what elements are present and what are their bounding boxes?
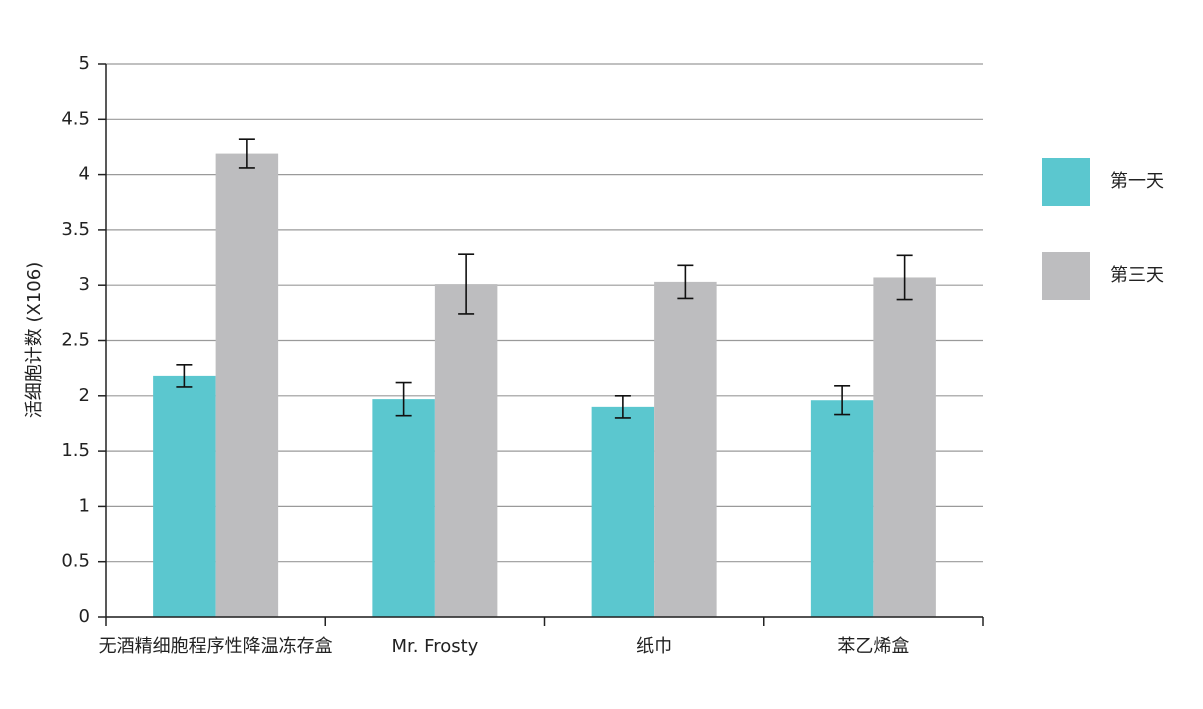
- y-tick-label: 3.5: [61, 219, 90, 240]
- bar: [215, 153, 279, 617]
- bar: [810, 400, 874, 617]
- bar: [654, 281, 717, 617]
- y-tick-label: 1.5: [61, 440, 90, 461]
- y-axis-label: 活细胞计数 (X106): [24, 262, 45, 418]
- y-tick-label: 4.5: [61, 108, 90, 129]
- x-tick-label: 纸巾: [636, 636, 672, 657]
- bar: [372, 399, 435, 617]
- legend-label: 第三天: [1110, 265, 1164, 286]
- legend-swatch: [1042, 158, 1090, 206]
- y-tick-label: 0.5: [61, 551, 90, 572]
- y-tick-label: 1: [79, 495, 90, 516]
- legend-swatch: [1042, 252, 1090, 300]
- y-tick-label: 4: [79, 164, 90, 185]
- y-tick-label: 2.5: [61, 330, 90, 351]
- y-tick-label: 0: [79, 606, 90, 627]
- bar: [591, 406, 655, 617]
- x-tick-label: 无酒精细胞程序性降温冻存盒: [99, 636, 333, 657]
- y-tick-label: 3: [79, 274, 90, 295]
- y-tick-label: 2: [79, 385, 90, 406]
- bar: [434, 284, 498, 617]
- bar: [153, 375, 216, 617]
- x-tick-label: 苯乙烯盒: [837, 636, 909, 657]
- bar: [873, 277, 936, 617]
- y-tick-label: 5: [79, 53, 90, 74]
- x-tick-label: Mr. Frosty: [391, 636, 478, 657]
- legend-label: 第一天: [1110, 171, 1164, 192]
